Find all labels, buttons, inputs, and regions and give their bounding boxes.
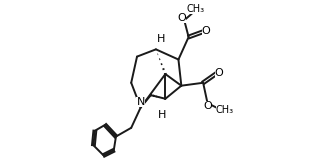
Text: O: O [203, 101, 212, 111]
Text: O: O [177, 13, 186, 23]
Text: O: O [202, 26, 211, 36]
Text: N: N [137, 97, 145, 107]
Text: CH₃: CH₃ [216, 105, 234, 115]
Text: CH₃: CH₃ [187, 4, 205, 14]
Text: H: H [158, 110, 167, 120]
Text: H: H [157, 34, 165, 44]
Text: O: O [215, 68, 223, 78]
